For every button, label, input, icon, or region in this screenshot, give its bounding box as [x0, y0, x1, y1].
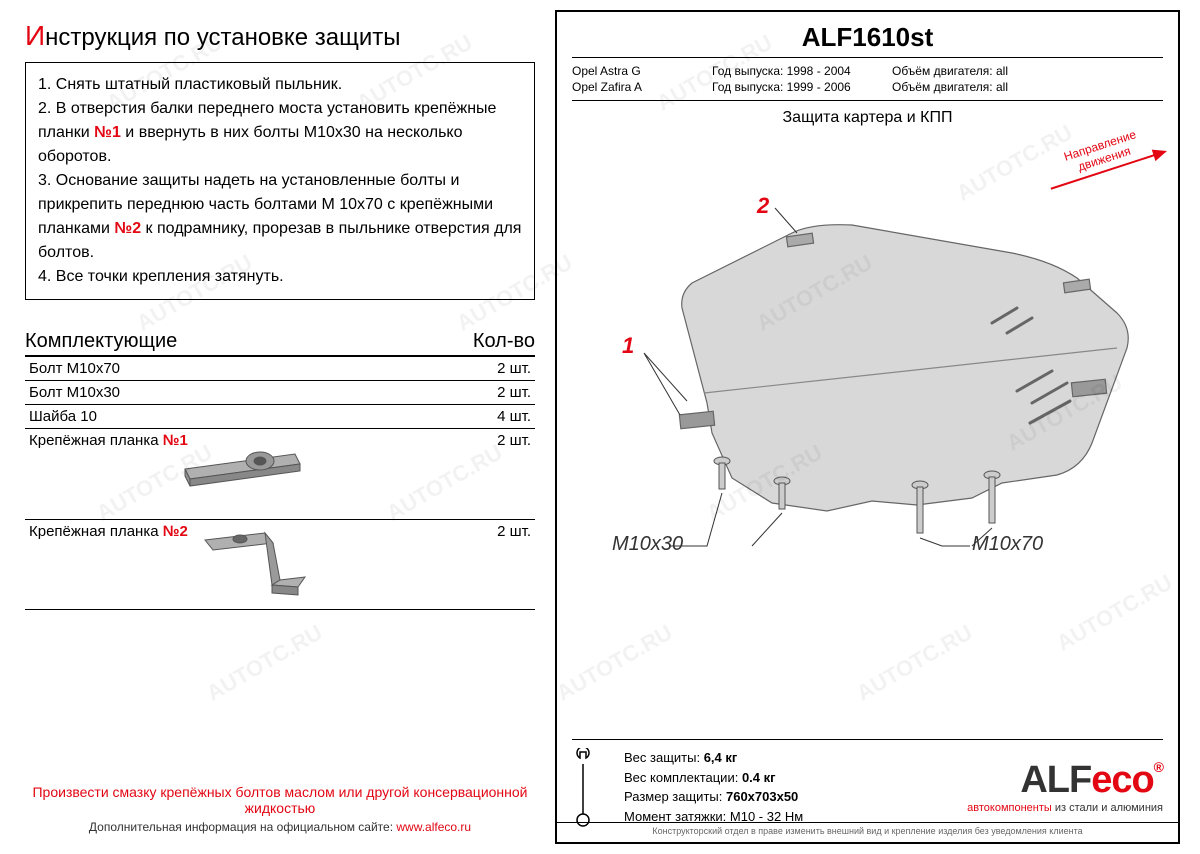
disclaimer: Конструкторский отдел в праве изменить в…	[557, 822, 1178, 836]
product-code: ALF1610st	[572, 22, 1163, 58]
table-row: Болт М10х702 шт.	[25, 357, 535, 381]
parts-header-left: Комплектующие	[25, 330, 177, 353]
bracket2-cell: Крепёжная планка №2	[25, 519, 475, 609]
parts-table-brackets: Крепёжная планка №1 2 шт. К	[25, 429, 535, 610]
bolt-label-m70: M10x70	[972, 533, 1043, 556]
bracket1-qty: 2 шт.	[475, 429, 535, 519]
bracket2-icon	[165, 525, 325, 600]
diagram-title: Защита картера и КПП	[572, 109, 1163, 127]
app-cell: Объём двигателя: all	[892, 80, 1062, 94]
app-cell: Opel Zafira A	[572, 80, 702, 94]
left-column: Инструкция по установке защиты 1. Снять …	[10, 10, 555, 844]
app-cell: Opel Astra G	[572, 64, 702, 78]
diagram-area: Направление движения	[572, 133, 1163, 739]
parts-table: Болт М10х702 шт.Болт М10х302 шт.Шайба 10…	[25, 357, 535, 429]
footer-sub: Дополнительная информация на официальном…	[25, 820, 535, 834]
app-cell: Год выпуска: 1998 - 2004	[712, 64, 882, 78]
table-row: Болт М10х302 шт.	[25, 381, 535, 405]
title-rest: нструкция по установке защиты	[45, 24, 400, 51]
bolt-label-m30: M10x30	[612, 533, 683, 556]
applications-grid: Opel Astra G Год выпуска: 1998 - 2004 Объё…	[572, 64, 1163, 101]
parts-header: Комплектующие Кол-во	[25, 330, 535, 357]
bracket1-icon	[165, 434, 325, 494]
wrench-icon	[572, 748, 594, 828]
bracket1-cell: Крепёжная планка №1	[25, 429, 475, 519]
footer-link[interactable]: www.alfeco.ru	[396, 820, 471, 834]
callout-2: 2	[757, 193, 769, 219]
table-row: Шайба 104 шт.	[25, 405, 535, 429]
title-first-letter: И	[25, 20, 45, 51]
specs-block: Вес защиты: 6,4 кг Вес комплектации: 0.4…	[624, 748, 803, 828]
parts-header-right: Кол-во	[473, 330, 535, 353]
callout-1: 1	[622, 333, 634, 359]
instructions-box: 1. Снять штатный пластиковый пыльник.2. …	[25, 62, 535, 300]
page-title: Инструкция по установке защиты	[25, 20, 535, 52]
logo: ALFeco® автокомпоненты из стали и алюмин…	[967, 759, 1163, 814]
footer-warning: Произвести смазку крепёжных болтов масло…	[25, 784, 535, 816]
bracket2-qty: 2 шт.	[475, 519, 535, 609]
right-column: ALF1610st Opel Astra G Год выпуска: 1998 …	[555, 10, 1180, 844]
skid-plate-diagram	[572, 133, 1162, 583]
app-cell: Объём двигателя: all	[892, 64, 1062, 78]
app-cell: Год выпуска: 1999 - 2006	[712, 80, 882, 94]
